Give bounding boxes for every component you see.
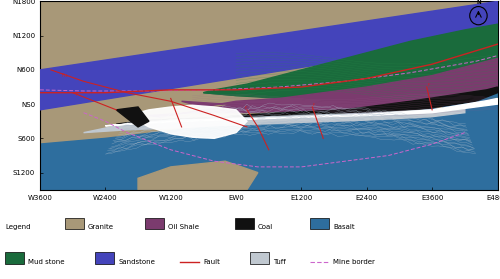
Text: F: F xyxy=(244,106,246,110)
Text: F: F xyxy=(76,93,78,97)
Polygon shape xyxy=(40,7,498,110)
Polygon shape xyxy=(182,59,498,107)
Polygon shape xyxy=(84,107,465,133)
Polygon shape xyxy=(116,87,498,124)
Polygon shape xyxy=(204,24,498,98)
Text: Legend: Legend xyxy=(5,224,30,230)
Text: N: N xyxy=(476,0,481,5)
Polygon shape xyxy=(40,1,498,98)
Text: Fault: Fault xyxy=(203,259,220,265)
Polygon shape xyxy=(106,98,498,126)
Text: Sandstone: Sandstone xyxy=(118,259,155,265)
Text: F₁₁: F₁₁ xyxy=(62,73,68,78)
Polygon shape xyxy=(138,161,258,190)
Text: Oil Shale: Oil Shale xyxy=(168,224,199,230)
Text: Mud stone: Mud stone xyxy=(28,259,64,265)
Polygon shape xyxy=(204,24,498,97)
Text: Basalt: Basalt xyxy=(333,224,354,230)
Polygon shape xyxy=(127,105,247,138)
Text: Tuff: Tuff xyxy=(273,259,286,265)
Polygon shape xyxy=(443,81,498,116)
Polygon shape xyxy=(149,59,498,117)
Polygon shape xyxy=(116,107,149,127)
Polygon shape xyxy=(40,101,498,190)
Text: Coal: Coal xyxy=(258,224,273,230)
Text: Granite: Granite xyxy=(88,224,114,230)
Text: F: F xyxy=(312,103,314,107)
Text: F: F xyxy=(428,83,430,87)
Text: Mine border: Mine border xyxy=(333,259,375,265)
